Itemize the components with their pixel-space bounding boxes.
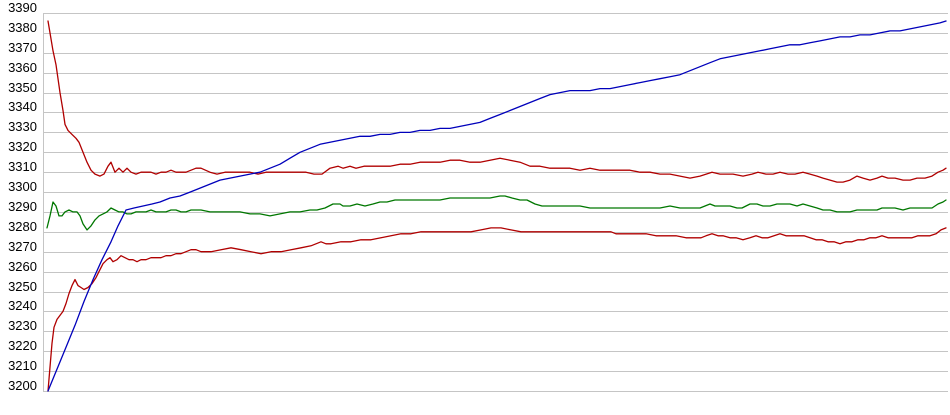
- y-tick-label: 3330: [8, 119, 37, 134]
- y-tick-label: 3210: [8, 358, 37, 373]
- y-tick-label: 3300: [8, 179, 37, 194]
- y-tick-label: 3350: [8, 80, 37, 95]
- series-green-mid: [46, 195, 947, 231]
- series-upper-red-band: [47, 20, 947, 183]
- y-tick-label: 3240: [8, 298, 37, 313]
- y-tick-label: 3340: [8, 99, 37, 114]
- y-tick-label: 3360: [8, 60, 37, 75]
- y-tick-label: 3260: [8, 259, 37, 274]
- y-tick-label: 3290: [8, 199, 37, 214]
- y-tick-label: 3280: [8, 219, 37, 234]
- y-tick-label: 3370: [8, 40, 37, 55]
- y-tick-label: 3250: [8, 279, 37, 294]
- series-blue-cumulative: [47, 20, 947, 392]
- y-tick-label: 3200: [8, 378, 37, 393]
- y-tick-label: 3230: [8, 318, 37, 333]
- y-tick-label: 3320: [8, 139, 37, 154]
- y-tick-label: 3220: [8, 338, 37, 353]
- series-lower-red-band: [47, 227, 947, 392]
- y-tick-label: 3310: [8, 159, 37, 174]
- y-tick-label: 3390: [8, 0, 37, 15]
- y-tick-label: 3380: [8, 20, 37, 35]
- y-tick-label: 3270: [8, 239, 37, 254]
